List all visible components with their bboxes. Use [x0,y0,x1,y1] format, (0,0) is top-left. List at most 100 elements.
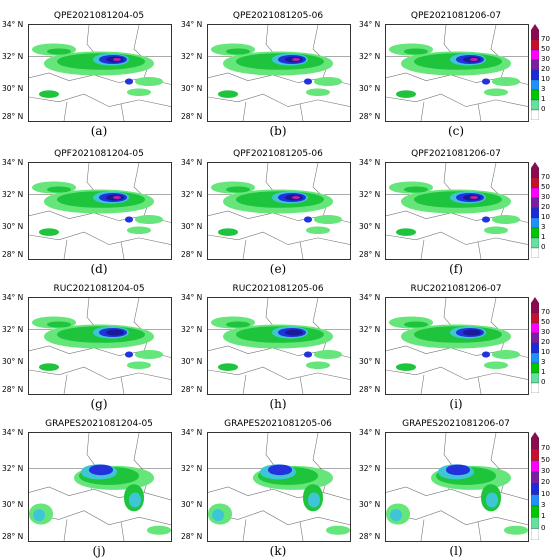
precip-area [326,525,350,535]
colorbar-segment [530,505,540,518]
province-border [208,510,350,526]
colorbar-segment [530,382,540,394]
precip-area [484,226,508,234]
lat-tick-label: 34° N [181,428,203,437]
precip-area [33,509,45,522]
lat-tick-label: 32° N [2,190,24,199]
precip-field [389,181,520,236]
province-border [63,239,68,259]
colorbar-tick-label: 10 [541,75,550,83]
lat-tick-label: 28° N [359,532,381,541]
colorbar-tick-label: 1 [541,368,546,376]
precip-area [226,321,250,328]
lat-tick-label: 30° N [359,84,381,93]
precip-area [463,329,481,336]
precip-field [32,181,163,236]
lat-tick-label: 28° N [181,112,203,121]
colorbar-segment [530,167,540,179]
precip-area [390,509,402,522]
colorbar-segment [530,187,540,199]
colorbar: 70 50 30 20 10 3 1 0 [530,432,550,541]
precip-map [207,162,351,260]
precip-area [127,361,151,369]
colorbar-tick-label: 20 [541,203,550,211]
lat-tick-label: 28° N [2,532,24,541]
province-border [386,366,528,380]
precip-area [39,228,59,236]
map-panel: GRAPES2021081204-05 34° N 32° N 30° N 28° N (… [2,419,172,558]
colorbar-tick-label: 0 [541,105,546,113]
lat-tick-label: 28° N [181,250,203,259]
colorbar-segment [530,342,540,354]
precip-area [218,363,238,371]
lat-tick-label: 28° N [181,385,203,394]
precip-field [211,43,342,98]
precip-area [147,525,171,535]
precip-area [314,215,342,225]
precip-field [389,43,520,98]
precip-area [47,48,71,55]
lat-tick-label: 30° N [359,222,381,231]
province-border [299,241,304,259]
colorbar-segment [530,29,540,41]
precip-area [129,492,141,508]
lat-tick-label: 30° N [2,357,24,366]
precip-field [211,181,342,236]
lat-tick-label: 32° N [181,464,203,473]
colorbar: 70 50 30 20 10 3 1 0 [530,297,550,394]
panel-title: QPF2021081205-06 [233,149,323,159]
province-border [208,366,350,380]
map-panel: QPE2021081205-06 34° N 32° N 30° N 28° N (b) [181,11,351,138]
lat-tick-label: 34° N [181,20,203,29]
colorbar-arrow [531,297,539,303]
province-border [477,521,482,541]
colorbar-tick-label: 10 [541,489,550,498]
panel-title: QPE2021081205-06 [232,11,324,21]
precip-area [218,90,238,98]
lat-tick-label: 28° N [359,385,381,394]
map-panel: QPE2021081204-05 34° N 32° N 30° N 28° N (a) [2,11,172,138]
province-border [63,101,68,121]
panel-caption: (a) [90,124,108,138]
province-border [477,376,482,394]
province-border [29,510,171,526]
precip-field [32,316,163,371]
province-border [242,374,247,394]
precip-area [446,464,470,476]
province-border [120,103,125,121]
province-border [420,374,425,394]
province-border [477,241,482,259]
province-border [386,510,528,526]
lat-tick-label: 28° N [2,385,24,394]
colorbar-tick-label: 0 [541,523,546,532]
lat-tick-label: 34° N [359,293,381,302]
colorbar-segment [530,217,540,229]
colorbar-segment [530,69,540,81]
panel-title: GRAPES2021081206-07 [402,419,510,429]
lat-tick-label: 34° N [2,428,24,437]
precip-field [32,43,163,98]
precip-area [482,216,490,223]
precip-area [285,329,303,336]
lat-tick-label: 34° N [2,158,24,167]
province-border [208,93,350,107]
precip-map [207,297,351,395]
precip-field [386,464,528,535]
precip-area [504,525,528,535]
lat-tick-label: 32° N [359,464,381,473]
precip-map [385,297,529,395]
lat-tick-label: 32° N [2,325,24,334]
panel-caption: (e) [269,262,287,276]
precip-map [28,432,172,542]
precip-area [308,492,320,508]
precip-area [226,48,250,55]
precip-area-heavy [470,58,478,62]
lat-tick-label: 34° N [359,428,381,437]
precip-area [396,90,416,98]
precip-area [404,321,428,328]
map-panel: RUC2021081205-06 34° N 32° N 30° N 28° N (h) [181,284,351,411]
panel-caption: (d) [90,262,108,276]
precip-area [135,215,163,225]
precip-map [385,24,529,122]
lat-tick-label: 30° N [2,500,24,509]
